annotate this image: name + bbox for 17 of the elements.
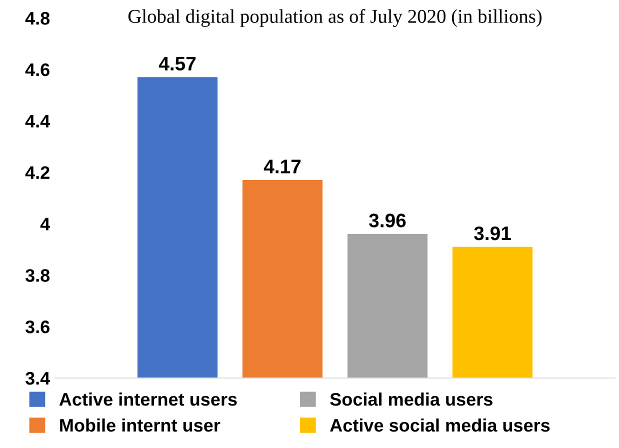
y-tick-label: 3.6	[25, 320, 50, 334]
y-tick-label: 3.8	[25, 269, 50, 282]
data-label: 4.17	[264, 160, 301, 174]
y-tick-label: 3.4	[25, 372, 50, 385]
data-label: 3.96	[369, 214, 406, 228]
y-tick-label: 4.4	[25, 114, 50, 128]
legend-label: Active internet users	[59, 392, 237, 406]
data-label: 3.91	[474, 226, 511, 240]
legend-label: Mobile internt user	[60, 418, 220, 432]
y-tick-label: 4.8	[25, 12, 50, 25]
y-tick-label: 4	[40, 218, 50, 230]
data-label: 4.57	[158, 56, 196, 71]
chart-title: Global digital population as of July 2020 (in billions)	[128, 9, 542, 27]
y-tick-label: 4.2	[25, 166, 50, 179]
legend-label: Social media users	[330, 392, 492, 406]
legend-label: Active social media users	[330, 418, 550, 432]
y-tick-label: 4.6	[25, 63, 50, 76]
